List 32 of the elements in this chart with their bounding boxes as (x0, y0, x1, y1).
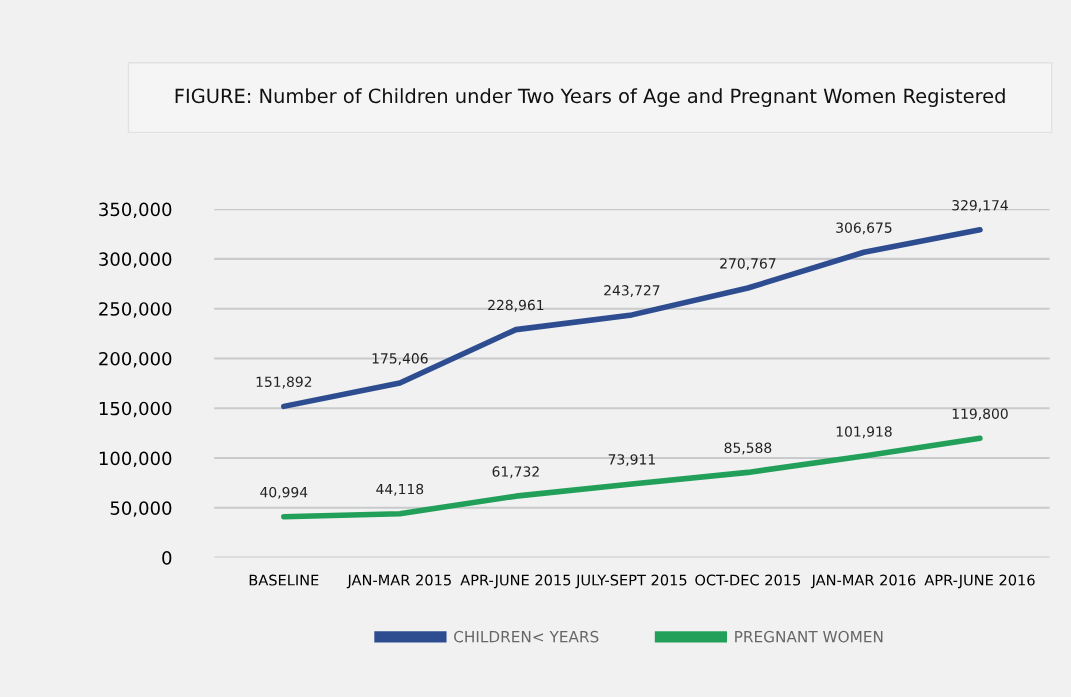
data-label: 270,767 (720, 258, 776, 271)
data-label: 73,911 (608, 454, 655, 467)
x-tick-label: BASELINE (249, 574, 319, 586)
y-tick-label: 150,000 (99, 401, 172, 418)
y-tick-label: 350,000 (99, 202, 172, 219)
data-label: 151,892 (256, 376, 312, 389)
legend-label: PREGNANT WOMEN (735, 630, 883, 643)
data-label: 101,918 (836, 426, 892, 439)
x-tick-label: JAN-MAR 2015 (346, 574, 451, 589)
data-label: 61,732 (492, 466, 539, 479)
data-label: 85,588 (724, 442, 772, 455)
y-tick-label: 50,000 (110, 501, 172, 517)
x-tick-label: JULY-SEPT 2015 (575, 574, 687, 589)
data-label: 40,994 (260, 486, 308, 499)
y-tick-label: 300,000 (99, 252, 172, 268)
data-label: 228,961 (488, 299, 544, 312)
x-tick-label: OCT-DEC 2015 (695, 574, 801, 586)
legend-label: CHILDREN< YEARS (454, 630, 599, 643)
y-tick-label: 250,000 (99, 302, 172, 318)
x-tick-label: APR-JUNE 2016 (924, 574, 1035, 589)
chart-title: FIGURE: Number of Children under Two Years of Age and Pregnant Women Registered (175, 88, 1005, 107)
data-label: 119,800 (952, 408, 1008, 421)
data-label: 44,118 (376, 483, 424, 496)
data-label: 175,406 (372, 353, 428, 366)
y-tick-label: 100,000 (99, 451, 172, 467)
y-tick-label: 0 (162, 551, 172, 565)
data-label: 329,174 (952, 199, 1008, 212)
data-label: 306,675 (836, 222, 892, 235)
x-tick-label: APR-JUNE 2015 (460, 574, 571, 589)
data-label: 243,727 (604, 285, 660, 297)
y-tick-label: 200,000 (99, 351, 172, 368)
x-tick-label: JAN-MAR 2016 (810, 574, 916, 589)
